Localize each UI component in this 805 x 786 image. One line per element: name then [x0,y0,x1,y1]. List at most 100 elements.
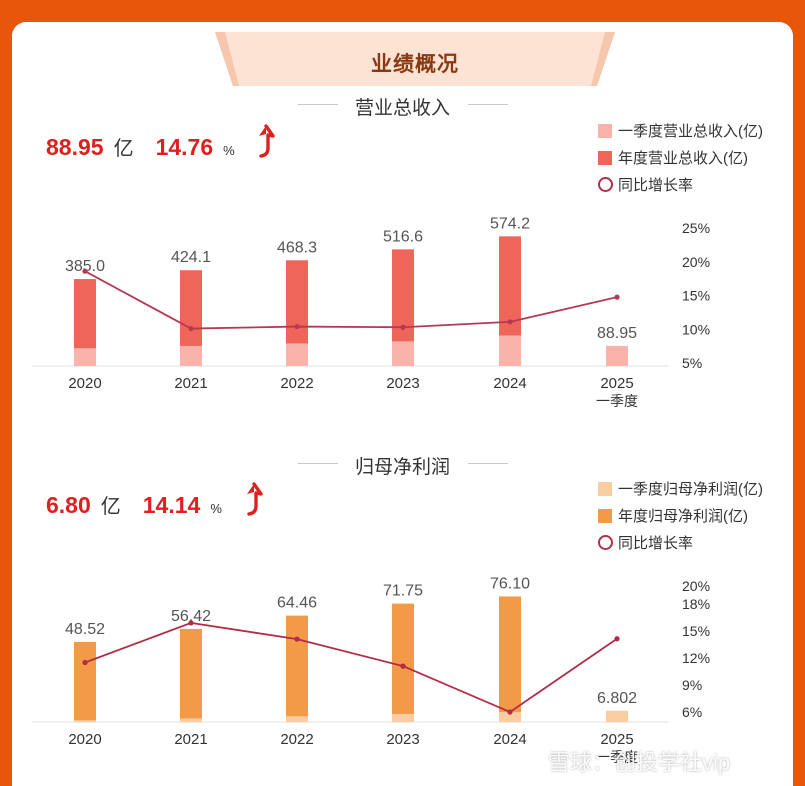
q1-bar [499,712,521,722]
x-tick-label: 2022 [280,375,313,392]
title-rule-left [298,463,338,464]
watermark: 雪球：创投学社vip [548,750,731,775]
data-label: 424.1 [171,249,211,266]
growth-point [188,620,194,626]
legend-item-q1: 一季度营业总收入(亿) [598,117,763,144]
revenue-value: 88.95 [46,134,104,160]
q1-bar [286,716,308,722]
data-label: 6.802 [597,690,637,707]
title-rule-right [468,463,508,464]
x-tick-label: 2024 [493,375,526,392]
legend-swatch [598,123,612,138]
annual-bar [499,236,521,366]
title-rule-left [298,104,338,105]
revenue-chart: 385.0 2020 424.1 2021 468.3 2022 516.6 2023 574.… [32,215,710,409]
x-tick-label: 2023 [386,731,419,748]
data-label: 56.42 [171,608,211,625]
growth-point [614,294,620,300]
y-right-tick-label: 15% [682,288,710,304]
annual-bar [286,260,308,366]
y-right-tick-label: 12% [682,650,710,666]
y-right-tick-label: 9% [682,677,702,693]
arrow-up-icon [259,124,275,158]
x-tick-label: 2025 [600,731,633,748]
y-right-tick-label: 20% [682,254,710,270]
data-label: 64.46 [277,595,317,612]
legend-item-annual: 年度营业总收入(亿) [598,144,763,171]
annual-bar [392,249,414,366]
y-right-tick-label: 20% [682,578,710,594]
x-tick-sublabel: 一季度 [596,749,638,765]
growth-point [507,319,513,325]
annual-bar [180,628,202,722]
profit-value: 6.80 [46,492,91,518]
q1-bar [606,345,628,366]
legend-label: 一季度归母净利润(亿) [618,481,763,498]
profit-title: 归母净利润 [354,457,450,478]
x-tick-label: 2020 [68,731,101,748]
q1-bar [606,710,628,722]
legend-item-annual: 年度归母净利润(亿) [598,502,763,529]
y-right-tick-label: 5% [682,355,702,371]
growth-line [84,270,618,330]
q1-bar [392,713,414,722]
q1-bar [392,341,414,366]
legend-item-growth: 同比增长率 [598,529,763,556]
x-tick-label: 2023 [386,375,419,392]
growth-point [82,268,88,274]
profit-legend: 一季度归母净利润(亿) 年度归母净利润(亿) 同比增长率 [598,475,763,556]
annual-bar [499,596,521,722]
growth-point [82,659,88,666]
profit-growth: 14.14 [142,492,201,518]
header-title: 业绩概况 [371,53,459,76]
arrow-up-icon [247,482,263,516]
data-label: 48.52 [65,621,105,638]
annual-bar [74,279,96,366]
q1-bar [499,335,521,366]
annual-bar [180,270,202,366]
annual-bar [74,641,96,722]
legend-label: 年度归母净利润(亿) [618,508,748,525]
revenue-legend: 一季度营业总收入(亿) 年度营业总收入(亿) 同比增长率 [598,117,763,198]
legend-label: 同比增长率 [618,177,694,194]
revenue-value-unit: 亿 [113,138,134,160]
data-label: 385.0 [65,258,105,275]
growth-point [400,663,406,669]
x-tick-label: 2020 [68,375,101,392]
profit-value-unit: 亿 [100,496,121,518]
header-tab: 业绩概况 [215,30,615,88]
legend-swatch [598,508,612,523]
y-right-tick-label: 10% [682,321,710,337]
growth-point [294,323,300,330]
y-right-tick-label: 18% [682,596,710,612]
data-label: 88.95 [597,325,637,342]
x-tick-label: 2021 [174,375,207,392]
legend-swatch [598,150,612,165]
legend-label: 一季度营业总收入(亿) [618,123,763,140]
legend-item-growth: 同比增长率 [598,171,763,198]
x-tick-label: 2021 [174,731,207,748]
profit-chart: 48.52 2020 56.42 2021 64.46 2022 71.75 2023 76.1… [32,575,710,765]
x-tick-sublabel: 一季度 [596,393,638,409]
growth-line [84,621,618,714]
annual-bar [286,615,308,722]
title-rule-right [468,104,508,105]
data-label: 71.75 [383,583,423,600]
y-right-tick-label: 25% [682,220,710,236]
growth-point [614,636,620,642]
growth-point [400,324,406,330]
revenue-title: 营业总收入 [354,98,450,119]
q1-bar [180,718,202,722]
legend-ring-icon [598,177,613,192]
profit-headline: 6.80 亿 14.14% [46,490,222,519]
annual-bar [392,603,414,722]
legend-label: 同比增长率 [618,535,694,552]
profit-growth-unit: % [210,501,222,516]
data-label: 468.3 [277,239,317,256]
q1-bar [74,720,96,722]
x-tick-label: 2022 [280,731,313,748]
legend-swatch [598,481,612,496]
q1-bar [74,348,96,366]
data-label: 76.10 [490,575,530,592]
revenue-growth: 14.76 [155,134,214,160]
